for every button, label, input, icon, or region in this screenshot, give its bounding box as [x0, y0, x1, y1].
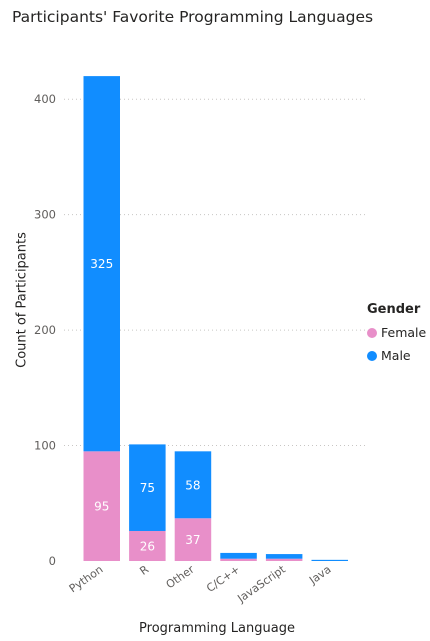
x-tick-label: C/C++	[204, 563, 242, 595]
legend-label-male: Male	[381, 348, 411, 363]
data-label: 325	[90, 257, 113, 271]
y-axis-label: Count of Participants	[14, 232, 30, 368]
data-label: 75	[140, 481, 155, 495]
bar-male-java	[311, 559, 348, 561]
data-label: 26	[140, 539, 155, 553]
legend-item-male[interactable]: Male	[367, 348, 426, 363]
chart-title: Participants' Favorite Programming Langu…	[12, 8, 374, 26]
x-tick-label: Other	[164, 563, 197, 592]
legend-label-female: Female	[381, 325, 427, 340]
x-tick-label: Java	[306, 563, 333, 588]
bar-female-cc	[220, 558, 257, 561]
legend-item-female[interactable]: Female	[367, 325, 426, 340]
bar-male-r	[129, 444, 166, 531]
bar-female-other	[174, 518, 212, 561]
x-axis-label: Programming Language	[139, 621, 295, 636]
legend-title: Gender	[367, 302, 421, 317]
legend-swatch-male	[367, 350, 377, 361]
y-tick-label: 400	[34, 92, 56, 106]
legend-swatch-female	[367, 327, 377, 338]
x-tick-label: JavaScript	[234, 562, 288, 605]
bar-male-cc	[220, 552, 257, 559]
y-tick-label: 300	[34, 208, 56, 222]
x-tick-label: R	[137, 563, 151, 578]
bar-male-other	[174, 451, 212, 519]
x-tick-label: Python	[67, 563, 106, 596]
data-label: 37	[185, 533, 200, 547]
y-tick-label: 0	[49, 554, 56, 568]
y-tick-label: 100	[34, 439, 56, 453]
bar-male-javascript	[265, 554, 303, 559]
data-label: 58	[185, 478, 200, 492]
y-tick-label: 200	[34, 323, 56, 337]
legend: Gender Female Male	[367, 302, 426, 363]
data-label: 95	[94, 500, 109, 514]
bar-female-python	[83, 451, 120, 561]
bar-female-r	[129, 530, 166, 561]
bar-female-javascript	[265, 558, 303, 561]
bar-male-python	[83, 76, 120, 452]
